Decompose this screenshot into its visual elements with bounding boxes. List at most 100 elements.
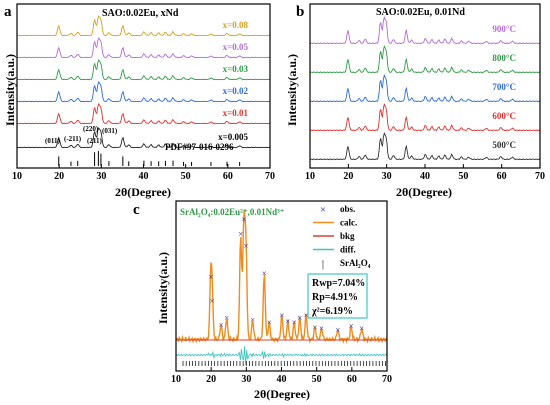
panel-c-xtick-label: 60 [347, 374, 357, 385]
panel-c-legend-swatch: × [320, 204, 326, 216]
panel-c-obs-marker: × [250, 315, 255, 325]
panel-a-series-line [16, 59, 270, 81]
panel-a-series-line [16, 81, 270, 103]
panel-c-obs-marker: × [224, 313, 229, 323]
panel-b-xtick-label: 40 [420, 171, 430, 182]
panel-c-obs-marker: × [304, 310, 309, 320]
panel-c-xtick-label: 40 [277, 374, 287, 385]
panel-b-xtick-label: 10 [305, 171, 315, 182]
panel-c-xtick-label: 10 [171, 374, 181, 385]
panel-c-obs-marker: × [359, 324, 364, 334]
panel-a-frame [16, 3, 271, 169]
panel-c-legend: × obs. calc. bkg diff. | SrAl₂O₄ [313, 204, 371, 270]
panel-c-obs-marker: × [218, 320, 223, 330]
panel-c-frame [175, 200, 388, 372]
panel-c-legend-label: obs. [340, 204, 355, 214]
panel-b-series-line [309, 102, 540, 132]
panel-c-calc-line [175, 209, 388, 345]
panel-a-hkl-220: (220) [83, 125, 99, 133]
panel-c-obs-marker: × [279, 310, 284, 320]
panel-b-letter: b [296, 4, 304, 20]
panel-c-obs-marker: × [319, 324, 324, 334]
panel-c-obs-marker: × [238, 229, 243, 239]
panel-a-reference-label: PDF#97-016-0296 [165, 142, 234, 152]
panel-b-series-label: 600°C [492, 111, 516, 121]
panel-a-series-line [16, 103, 270, 125]
panel-a-series-line [16, 127, 270, 149]
panel-b-series-line [309, 131, 540, 161]
panel-c-obs-marker: × [267, 318, 272, 328]
panel-a-xlabel: 2θ(Degree) [115, 185, 171, 199]
panel-a-xtick-label: 50 [181, 171, 191, 182]
panel-c-title: SrAl₂O₄:0.02Eu²⁺,0.01Nd³⁺ [180, 207, 285, 217]
panel-b-title: SAO:0.02Eu, 0.01Nd [376, 7, 465, 18]
panel-a-series-line [16, 15, 270, 37]
panel-a-xtick-label: 40 [139, 171, 149, 182]
panel-a-xtick-label: 70 [265, 171, 275, 182]
panel-b-xlabel: 2θ(Degree) [396, 185, 452, 199]
panel-a-xtick-label: 10 [12, 171, 22, 182]
panel-b: b Intensity(a.u.) 2θ(Degree) 10 20 30 40 50 6… [285, 3, 545, 199]
panel-c-obs-marker: × [292, 318, 297, 328]
panel-b-ylabel: Intensity(a.u.) [285, 54, 299, 126]
panel-b-xtick-label: 60 [497, 171, 507, 182]
panel-c-obs-marker: × [208, 272, 213, 282]
panel-c-legend-label: SrAl₂O₄ [340, 258, 371, 268]
panel-b-xtick-label: 20 [343, 171, 353, 182]
panel-c-obs-marker: × [210, 296, 215, 306]
panel-c-xtick-label: 70 [382, 374, 392, 385]
panel-c-xtick-label: 50 [312, 374, 322, 385]
panel-a-xtick-label: 20 [54, 171, 64, 182]
panel-c-obs-marker: × [241, 214, 246, 224]
panel-c-obs-marker: × [335, 325, 340, 335]
panel-c-xtick-label: 20 [206, 374, 216, 385]
panel-c-diff-line [175, 346, 388, 366]
panel-c-obs-marker: × [262, 268, 267, 278]
panel-c-obs-marker: × [297, 313, 302, 323]
panel-c-rp: Rp=4.91% [312, 292, 358, 303]
panel-c-legend-label: bkg [340, 231, 355, 241]
panel-b-series-line [309, 15, 540, 45]
panel-a-hkl-031: (031) [102, 127, 118, 135]
panel-b-series-line [309, 44, 540, 74]
panel-b-series-label: 500°C [492, 140, 516, 150]
panel-a-series-label: x=0.005 [218, 132, 248, 142]
panel-b-xtick-label: 70 [535, 171, 545, 182]
panel-c-legend-label: calc. [340, 218, 357, 228]
panel-c-legend-label: diff. [340, 245, 356, 255]
panel-b-xtick-label: 50 [458, 171, 468, 182]
panel-a-series-label: x=0.01 [223, 108, 249, 118]
panel-c-obs-marker: × [312, 322, 317, 332]
panel-b-series-label: 900°C [492, 24, 516, 34]
panel-c-obs-marker: × [243, 241, 248, 251]
panel-c-obs-marker: × [285, 316, 290, 326]
panel-a-letter: a [4, 4, 12, 20]
panel-c-stats-box [307, 273, 368, 319]
panel-c-ylabel: Intensity(a.u.) [156, 252, 170, 324]
panel-a-xtick-label: 60 [223, 171, 233, 182]
panel-c-chi2: χ²=6.19% [311, 306, 353, 317]
panel-a: a Intensity(a.u.) 2θ(Degree) 10 20 30 40 50 6… [3, 3, 275, 199]
panel-c-xtick-label: 30 [241, 374, 251, 385]
panel-a-title: SAO:0.02Eu, xNd [102, 8, 179, 19]
panel-c-legend-swatch: | [322, 258, 324, 270]
panel-a-series-label: x=0.03 [223, 64, 249, 74]
panel-c: c Intensity(a.u.) 2θ(Degree) 10 20 30 40 50 6… [133, 200, 392, 401]
panel-b-series-label: 700°C [492, 82, 516, 92]
panel-c-xlabel: 2θ(Degree) [254, 387, 310, 401]
panel-a-series-label: x=0.08 [223, 20, 249, 30]
panel-c-stats: Rwp=7.04% Rp=4.91% χ²=6.19% [307, 273, 368, 319]
panel-a-hkl-m211: (-211) [64, 135, 82, 143]
panel-c-letter: c [133, 202, 140, 218]
panel-b-series-line [309, 73, 540, 103]
panel-a-xtick-label: 30 [96, 171, 106, 182]
panel-a-hkl-011: (011) [45, 137, 60, 145]
panel-a-series-label: x=0.02 [223, 86, 249, 96]
panel-b-series-label: 800°C [492, 53, 516, 63]
panel-c-rwp: Rwp=7.04% [312, 278, 365, 289]
panel-b-frame [309, 3, 541, 169]
panel-c-obs-marker: × [349, 321, 354, 331]
panel-b-xtick-label: 30 [382, 171, 392, 182]
panel-a-hkl-211: (211) [87, 137, 102, 145]
